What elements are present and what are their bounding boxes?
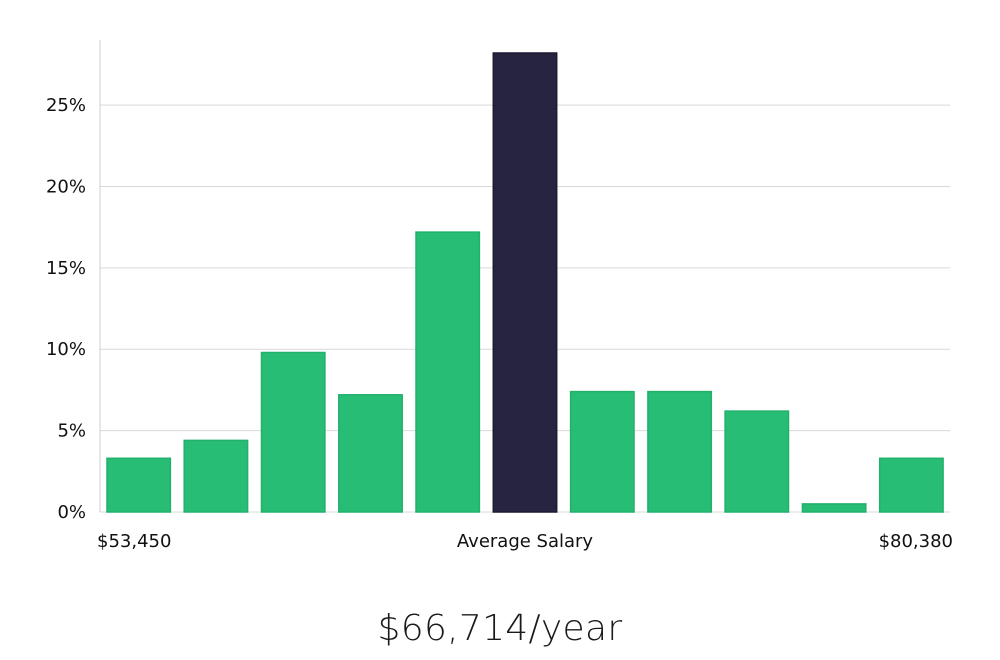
bar [569,390,635,513]
bar [106,457,172,513]
bar [260,351,326,513]
bar-chart: 0% 5% 10% 15% 20% 25% $53,450 Average Salary … [46,40,953,552]
x-label-average-salary: Average Salary [457,531,594,552]
bar [801,503,867,513]
average-salary-headline: $66,714/year [377,608,623,649]
bar [415,231,481,513]
x-labels: $53,450 Average Salary $80,380 [97,531,953,552]
bar [647,390,713,513]
y-tick-label: 20% [46,176,86,197]
x-label-min-salary: $53,450 [97,531,171,552]
y-tick-label: 5% [57,421,86,442]
bars [106,52,944,513]
y-tick-label: 10% [46,339,86,360]
bar [183,439,249,513]
bar-average-salary [492,52,558,513]
y-tick-label: 0% [57,502,86,523]
bar [338,394,403,513]
x-label-max-salary: $80,380 [879,531,953,552]
bar [878,457,944,513]
y-tick-labels: 0% 5% 10% 15% 20% 25% [46,95,86,523]
y-tick-label: 25% [46,95,86,116]
bar [724,410,790,513]
y-tick-label: 15% [46,258,86,279]
